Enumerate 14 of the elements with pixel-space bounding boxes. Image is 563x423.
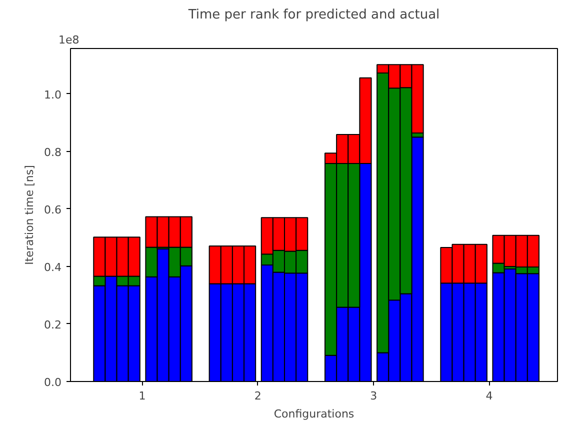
y-tick-label: 0.6 bbox=[44, 203, 62, 216]
y-tick-label: 1.0 bbox=[44, 88, 62, 102]
chart-title: Time per rank for predicted and actual bbox=[187, 8, 440, 22]
text: 1e8 bbox=[58, 34, 80, 46]
x-tick-label: 1 bbox=[138, 390, 146, 402]
y-tick-label: 0.2 bbox=[44, 318, 62, 332]
y-tick-label: 0.0 bbox=[44, 376, 62, 389]
x-axis-title: Configurations bbox=[274, 408, 354, 420]
x-tick-label: 4 bbox=[486, 390, 493, 402]
y-axis-title: Iteration time [ns] bbox=[23, 165, 36, 265]
y-tick-label: 0.8 bbox=[44, 146, 62, 159]
x-tick-label: 2 bbox=[254, 390, 262, 402]
y-tick-label: 0.4 bbox=[44, 260, 62, 274]
x-tick-label: 3 bbox=[370, 390, 378, 402]
